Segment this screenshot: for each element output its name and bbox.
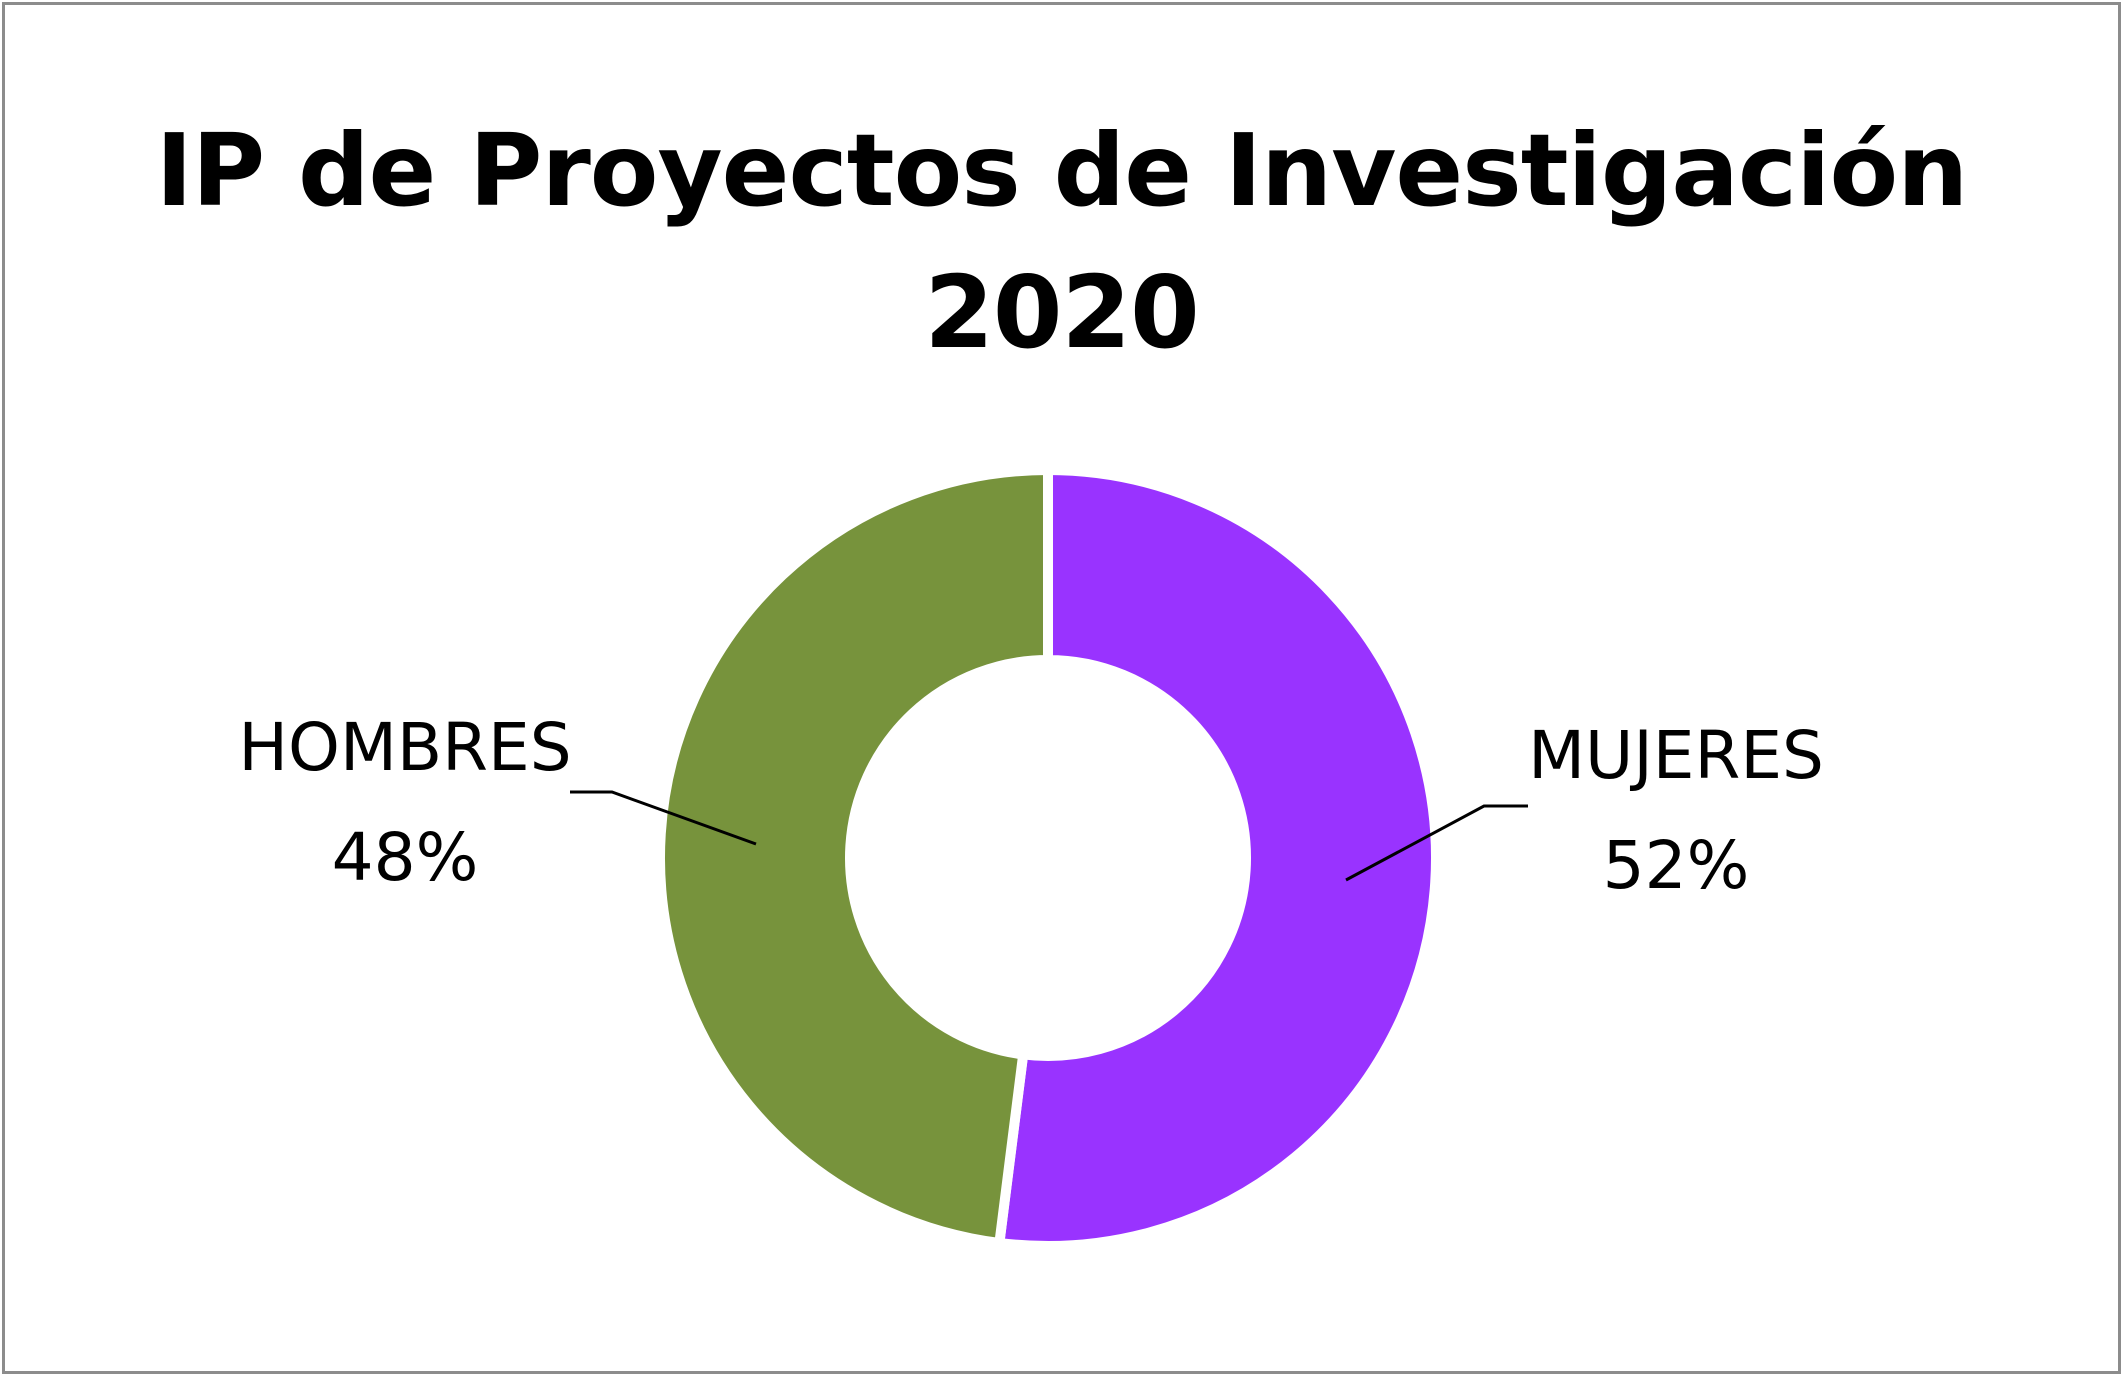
data-label-category-hombres: HOMBRES [238, 709, 571, 786]
data-label-value-mujeres: 52% [1603, 827, 1750, 904]
data-label-category-mujeres: MUJERES [1528, 717, 1824, 794]
slice-hombres [655, 464, 1053, 1249]
chart-title-line-2: 2020 [924, 254, 1199, 371]
slice-mujeres [993, 464, 1441, 1251]
data-labels-layer: MUJERES 52% HOMBRES 48% [238, 709, 1824, 904]
chart-title: IP de Proyectos de Investigación 2020 [0, 100, 2123, 384]
leader-line-mujeres [1345, 804, 1528, 882]
leader-lines-layer [570, 790, 1528, 882]
slices-layer [655, 464, 1441, 1251]
data-label-value-hombres: 48% [332, 819, 479, 896]
leader-line-hombres [570, 790, 757, 846]
chart-title-line-1: IP de Proyectos de Investigación [155, 112, 1969, 229]
